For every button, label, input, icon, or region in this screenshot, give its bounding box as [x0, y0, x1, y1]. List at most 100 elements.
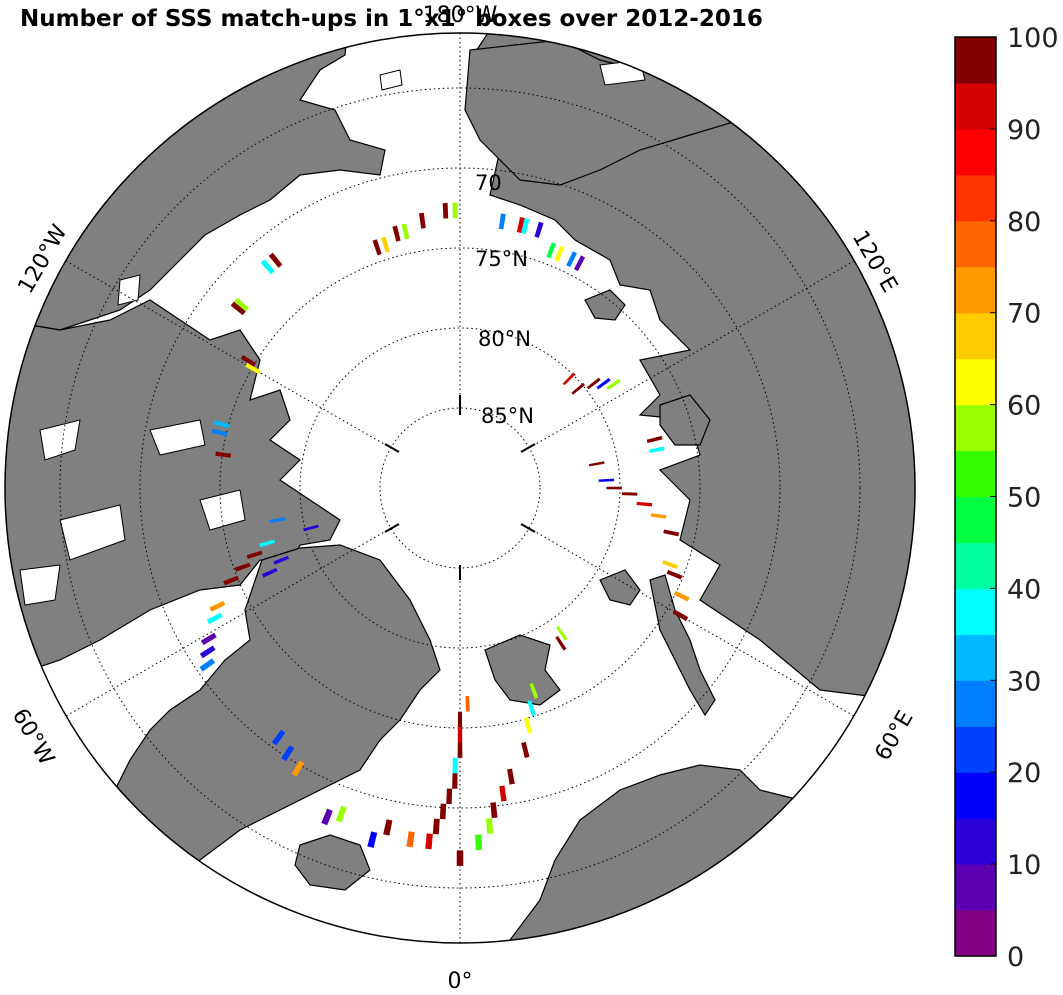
match-up-box-33: [662, 560, 679, 569]
colorbar-tick-label-100: 100: [1007, 23, 1059, 54]
land-greenland: [89, 544, 441, 896]
match-up-box-31: [650, 513, 667, 519]
colorbar-segment-2: [955, 818, 996, 865]
match-up-box-48: [465, 696, 470, 712]
match-up-box-69: [200, 632, 217, 646]
match-up-box-79: [303, 524, 319, 532]
colorbar-tick-label-10: 10: [1007, 850, 1041, 881]
match-up-box-6: [546, 242, 557, 259]
match-up-box-83: [245, 362, 261, 375]
colorbar-segment-9: [955, 496, 996, 544]
colorbar-tick-label-90: 90: [1007, 115, 1041, 146]
land-iceland: [294, 834, 371, 891]
land-novaya-zemlya: [649, 574, 716, 717]
match-up-box-28: [606, 486, 622, 490]
match-up-box-53: [452, 773, 458, 789]
match-up-box-71: [209, 600, 226, 612]
match-up-box-29: [621, 492, 638, 496]
match-up-box-72: [223, 575, 240, 586]
match-up-box-78: [269, 517, 286, 524]
match-up-box-49: [457, 711, 463, 728]
channel-1: [117, 274, 141, 306]
match-up-box-61: [367, 831, 378, 848]
match-up-box-81: [211, 428, 228, 437]
match-up-box-70: [206, 612, 223, 625]
match-up-box-20: [571, 382, 585, 395]
lon-label-60w: 60°W: [7, 705, 59, 770]
match-up-box-46: [486, 818, 494, 834]
match-up-box-47: [475, 834, 483, 851]
match-up-box-23: [606, 378, 621, 391]
match-up-box-55: [439, 803, 447, 820]
match-up-box-4: [521, 218, 530, 235]
match-up-box-22: [596, 377, 611, 390]
channel-2: [39, 419, 81, 461]
colorbar-tick-label-80: 80: [1007, 207, 1041, 238]
lat-label-70: 70: [475, 171, 502, 195]
colorbar-segment-11: [955, 404, 996, 452]
match-up-box-42: [521, 741, 530, 758]
tick-sw: [384, 523, 400, 533]
lat-circle-70: [139, 167, 781, 809]
match-up-box-38: [555, 635, 567, 651]
match-up-box-14: [419, 212, 426, 229]
land-new-siberian-islands: [584, 289, 626, 321]
colorbar-segment-6: [955, 634, 996, 681]
colorbar-tick-label-50: 50: [1007, 483, 1041, 514]
match-up-box-82: [213, 420, 230, 429]
match-up-boxes: [199, 202, 690, 866]
match-up-box-11: [381, 236, 390, 253]
match-up-box-18: [230, 301, 246, 316]
land-franz-josef: [599, 569, 641, 606]
match-up-box-36: [672, 609, 689, 622]
match-up-box-5: [534, 221, 544, 238]
lat-label-85: 85°N: [481, 404, 534, 428]
match-up-box-35: [673, 590, 690, 602]
colorbar-segment-0: [955, 910, 996, 957]
colorbar-segment-19: [955, 37, 996, 84]
colorbar-segment-18: [955, 82, 996, 130]
match-up-box-12: [392, 225, 401, 242]
match-up-box-63: [321, 808, 333, 826]
match-up-box-51: [457, 742, 463, 758]
colorbar-segment-4: [955, 726, 996, 773]
match-up-box-26: [588, 461, 605, 467]
match-up-box-8: [566, 251, 577, 268]
match-up-box-64: [291, 760, 305, 777]
tick-nw: [384, 443, 400, 453]
lat-circle-65: [59, 87, 861, 889]
match-up-box-39: [529, 683, 539, 699]
colorbar-segment-10: [955, 450, 996, 498]
lon-label-180w: 180°W: [423, 3, 498, 28]
match-up-box-27: [598, 478, 615, 482]
land-svalbard: [484, 634, 561, 706]
land-severnaya-zemlya: [659, 394, 711, 446]
match-up-box-45: [490, 802, 498, 819]
match-up-box-59: [406, 831, 415, 848]
match-up-box-19: [562, 372, 576, 386]
match-up-box-75: [259, 539, 276, 548]
lon-label-60e: 60°E: [871, 707, 919, 765]
colorbar-segment-3: [955, 772, 996, 819]
colorbar-tick-label-60: 60: [1007, 391, 1041, 422]
figure-title: Number of SSS match-ups in 1°x1° boxes o…: [20, 6, 763, 32]
match-up-box-52: [452, 757, 458, 774]
match-up-box-77: [273, 555, 289, 565]
colorbar-tick-label-70: 70: [1007, 299, 1041, 330]
match-up-box-58: [456, 850, 464, 866]
colorbar-segment-13: [955, 312, 996, 360]
match-up-box-17: [233, 297, 249, 312]
channel-4: [59, 504, 126, 561]
match-up-box-73: [234, 562, 251, 572]
match-up-box-44: [499, 785, 507, 802]
match-up-box-60: [383, 819, 393, 836]
colorbar-tick-label-40: 40: [1007, 574, 1041, 605]
match-up-box-2: [498, 213, 506, 230]
colorbar-tick-label-0: 0: [1007, 942, 1024, 973]
colorbar-segment-7: [955, 588, 996, 635]
colorbar-segment-16: [955, 174, 996, 222]
channel-3: [149, 419, 206, 456]
match-up-box-68: [199, 645, 216, 659]
lon-label-0: 0°: [448, 969, 473, 994]
